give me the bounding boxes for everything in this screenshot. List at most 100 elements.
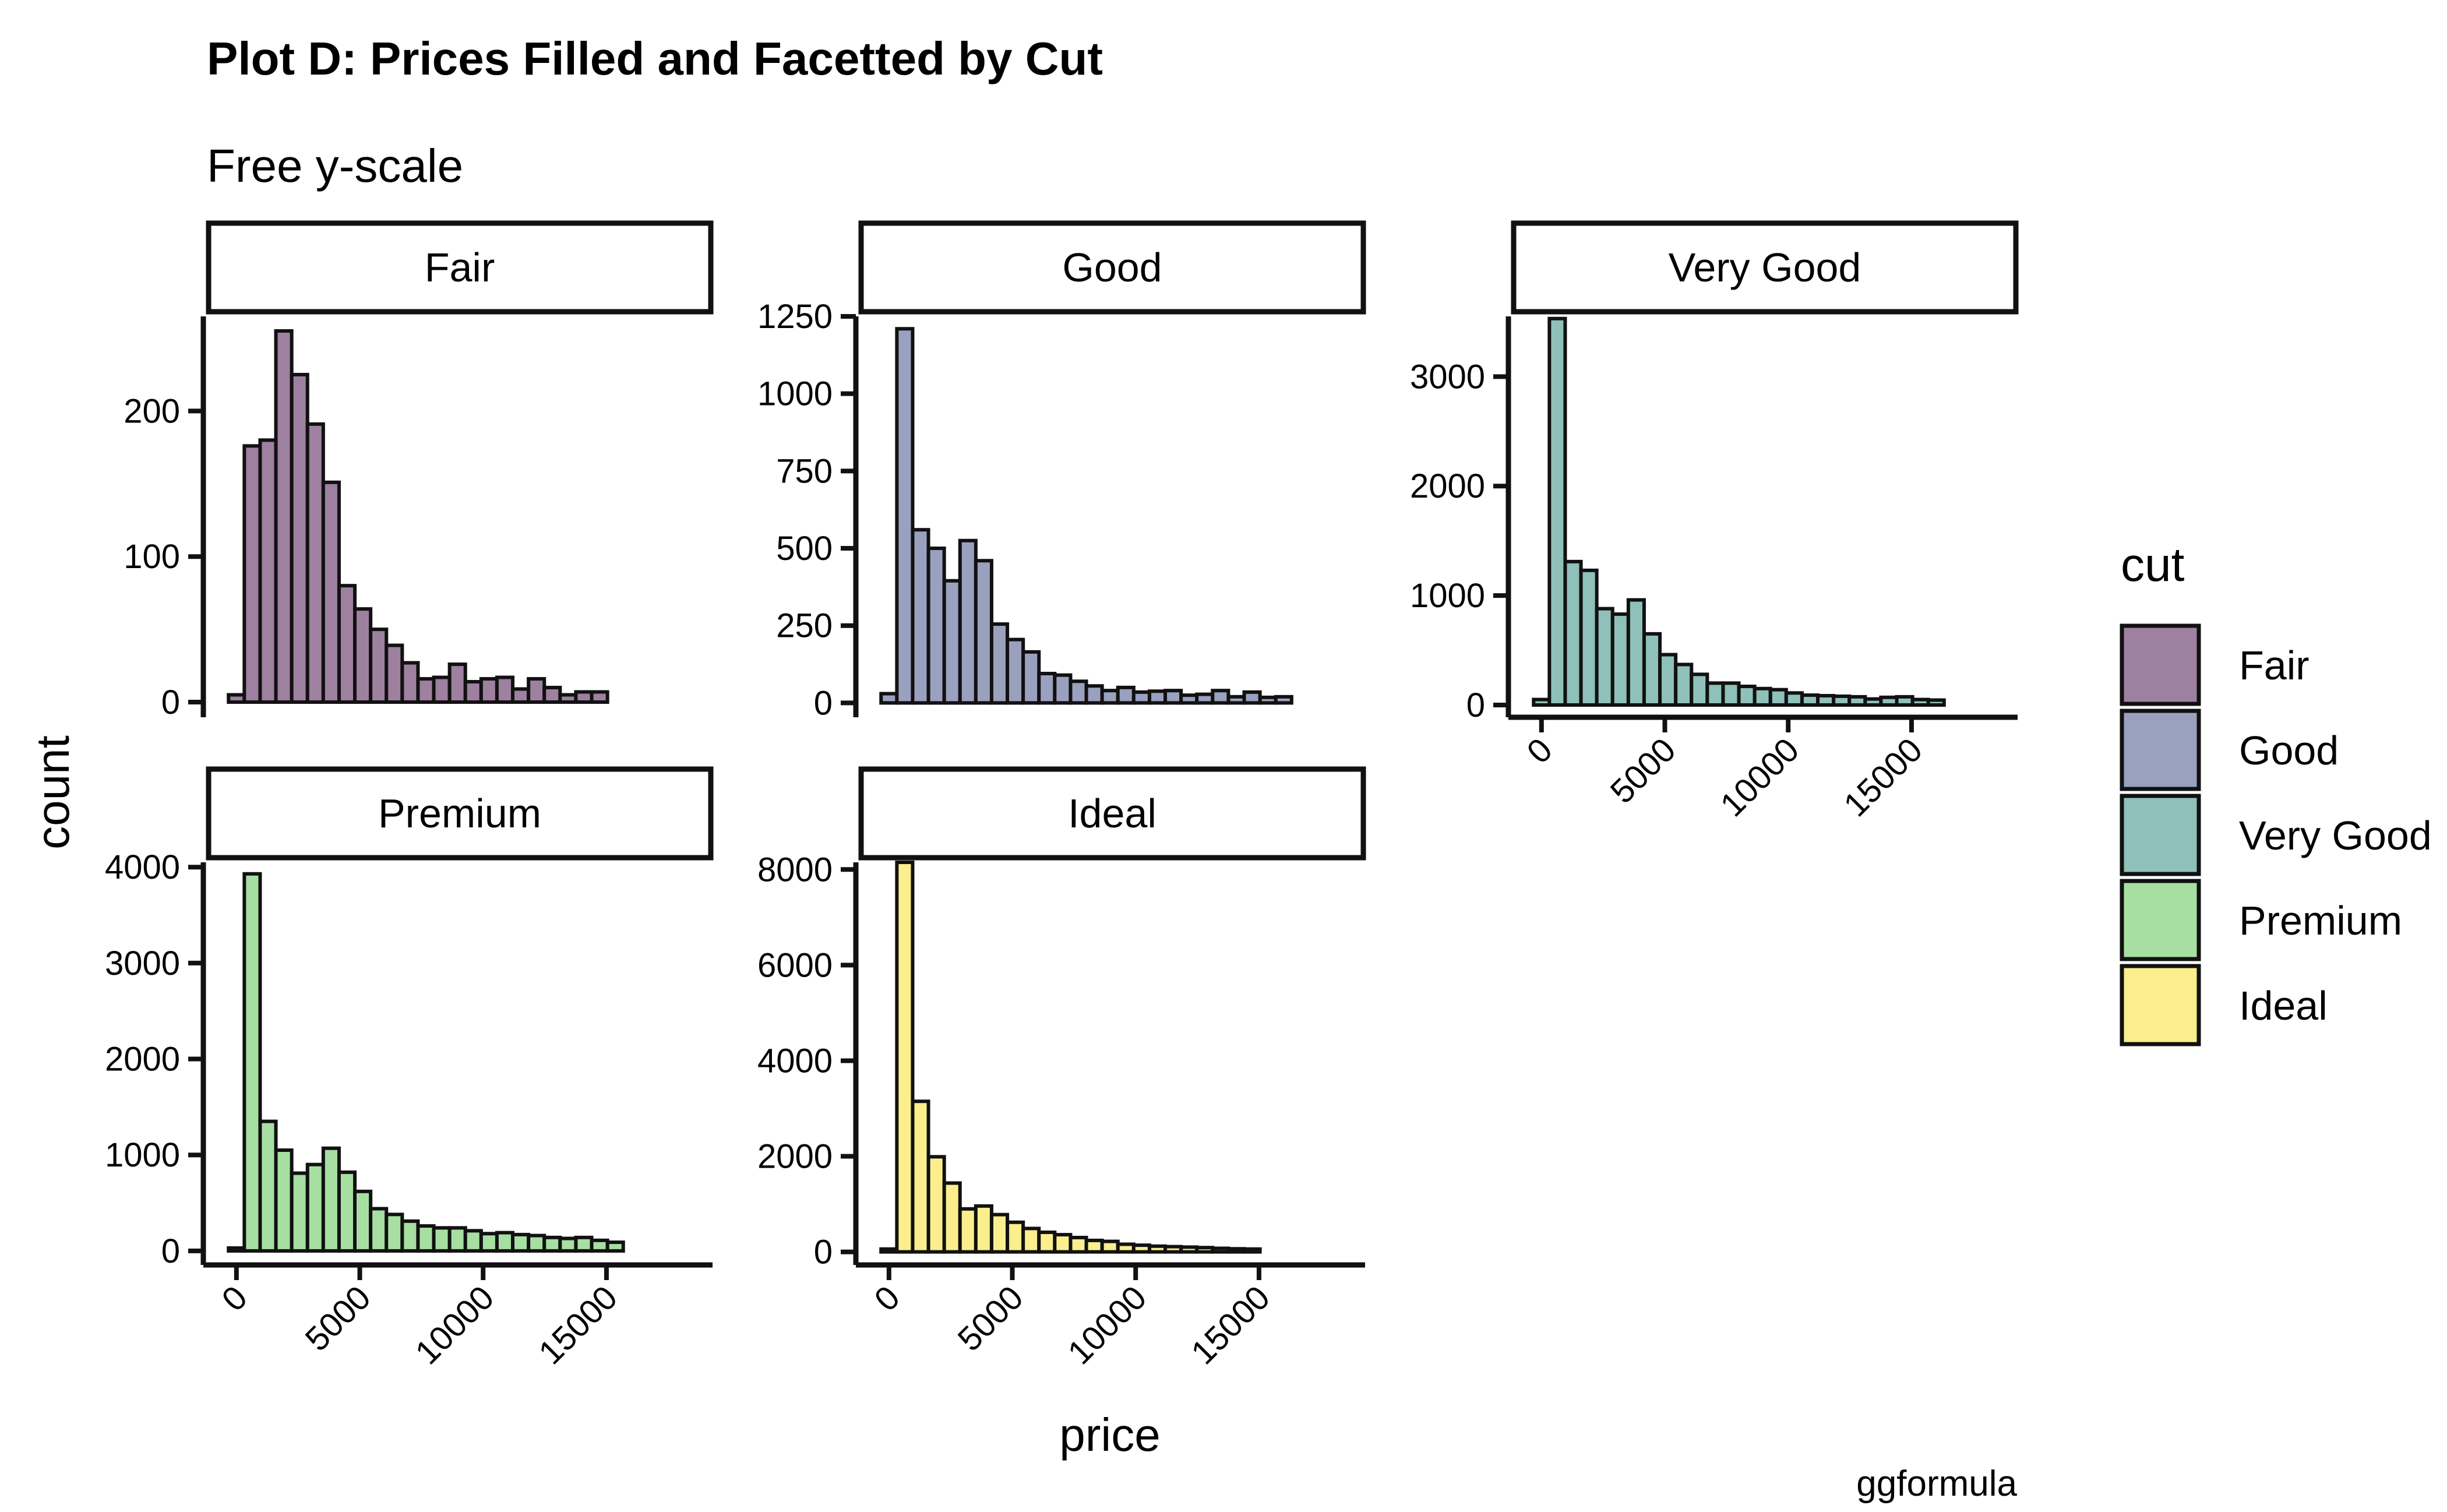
histogram-bar [1721, 681, 1741, 707]
histogram-bar [479, 1232, 499, 1253]
histogram-bar [305, 422, 325, 704]
histogram-bar [942, 579, 962, 705]
x-tick-label: 10000 [1713, 731, 1806, 824]
facet-strip-label: Premium [378, 791, 541, 836]
histogram-bar [1705, 681, 1725, 707]
histogram-bar [1674, 662, 1694, 707]
y-tick-label: 2000 [1410, 467, 1485, 505]
histogram-bar [574, 690, 594, 704]
histogram-bar [227, 1246, 246, 1253]
histogram-bar [1179, 693, 1199, 705]
histogram-bar [400, 661, 420, 704]
facet-strip-label: Ideal [1068, 791, 1156, 836]
facet-panel-very-good: Very Good 0 1000 2000 3000 0 5000 10000 15000 [1410, 220, 2019, 824]
histogram-bar [1768, 688, 1788, 707]
histogram-bar [385, 643, 404, 704]
histogram-bar [558, 1236, 578, 1253]
histogram-bar [1163, 1245, 1183, 1254]
x-tick-label: 0 [1519, 731, 1560, 771]
y-tick-label: 200 [124, 392, 180, 430]
x-tick-label: 15000 [531, 1278, 625, 1372]
histogram-bar [895, 861, 915, 1254]
histogram-bar [353, 1189, 373, 1253]
y-tick-label: 3000 [1410, 358, 1485, 396]
histogram-bar [1563, 559, 1583, 707]
histogram-bar [1116, 685, 1136, 705]
histogram-bar [1021, 650, 1041, 705]
x-tick-label: 15000 [1836, 731, 1930, 824]
y-tick-label: 0 [1466, 686, 1485, 724]
histogram-bar [590, 690, 609, 704]
legend-key-ideal [2120, 964, 2201, 1046]
histogram-bar [926, 1155, 946, 1254]
y-tick-label: 6000 [757, 946, 833, 984]
histogram-bar [974, 559, 993, 705]
histogram-bar [400, 1219, 420, 1253]
histogram-bar [447, 662, 467, 704]
histogram-bar [974, 1204, 993, 1254]
histogram-bar [1879, 695, 1899, 707]
histogram-bar [911, 528, 930, 705]
histogram-bar [1258, 695, 1278, 705]
histogram-bar [274, 1148, 294, 1253]
histogram-bar [1579, 568, 1599, 707]
histogram-bar [463, 1229, 483, 1253]
histogram-bar [290, 1171, 309, 1253]
y-tick-label: 1000 [757, 375, 833, 413]
histogram-bar [242, 444, 262, 704]
histogram-bar [1211, 1246, 1230, 1254]
histogram-bar [1737, 685, 1757, 707]
y-axis-title: count [27, 735, 79, 850]
histogram-bar [1642, 632, 1662, 707]
histogram-bar [321, 1146, 341, 1253]
histogram-bar [1100, 689, 1120, 705]
legend-label: Very Good [2239, 813, 2432, 858]
legend-title: cut [2121, 538, 2185, 591]
y-tick-label: 4000 [105, 848, 180, 886]
histogram-bar [242, 872, 262, 1253]
histogram-bar [1532, 697, 1552, 707]
legend-key-premium [2120, 879, 2201, 961]
y-tick-label: 0 [161, 683, 180, 721]
histogram-bar [542, 686, 562, 704]
histogram-bar [337, 1170, 357, 1253]
histogram-bar [1069, 1235, 1088, 1254]
facet-strip [858, 766, 1366, 861]
x-tick-label: 0 [867, 1278, 907, 1319]
histogram-bar [495, 1231, 515, 1253]
histogram-bar [432, 1226, 452, 1253]
histogram-bar [1226, 1247, 1246, 1254]
histogram-bar [1147, 1244, 1168, 1254]
facet-strip [206, 766, 714, 861]
histogram-bar [1100, 1239, 1120, 1254]
histogram-bar [1784, 691, 1804, 707]
histogram-bar [495, 675, 515, 704]
histogram-bar [227, 693, 246, 704]
histogram-bar [989, 1213, 1010, 1254]
x-tick-label: 5000 [1603, 731, 1683, 810]
histogram-bar [1037, 672, 1057, 705]
histogram-bar [1069, 679, 1088, 705]
histogram-bar [1084, 1238, 1104, 1254]
legend-label: Ideal [2239, 983, 2328, 1028]
histogram-bar [958, 1207, 978, 1254]
histogram-bar [432, 675, 452, 704]
legend-key-good [2120, 709, 2201, 791]
x-tick-label: 10000 [408, 1278, 501, 1372]
histogram-bar [1895, 695, 1914, 707]
histogram-bar [1242, 1247, 1262, 1254]
histogram-bar [1163, 689, 1183, 705]
histogram-bar [1195, 692, 1215, 705]
histogram-bar [942, 1181, 962, 1254]
histogram-bar [1753, 686, 1772, 707]
histogram-bar [1195, 1246, 1215, 1254]
y-tick-label: 8000 [757, 851, 833, 889]
x-tick-label: 5000 [298, 1278, 378, 1358]
legend: cut Fair Good Very Good Premium Ideal [2120, 538, 2432, 1046]
chart-title: Plot D: Prices Filled and Facetted by Cu… [207, 33, 1103, 84]
histogram-bar [1116, 1242, 1136, 1254]
y-tick-label: 1250 [757, 298, 833, 336]
histogram-bar [353, 607, 373, 704]
facet-strip [858, 220, 1366, 315]
histogram-bar [1131, 1243, 1151, 1254]
